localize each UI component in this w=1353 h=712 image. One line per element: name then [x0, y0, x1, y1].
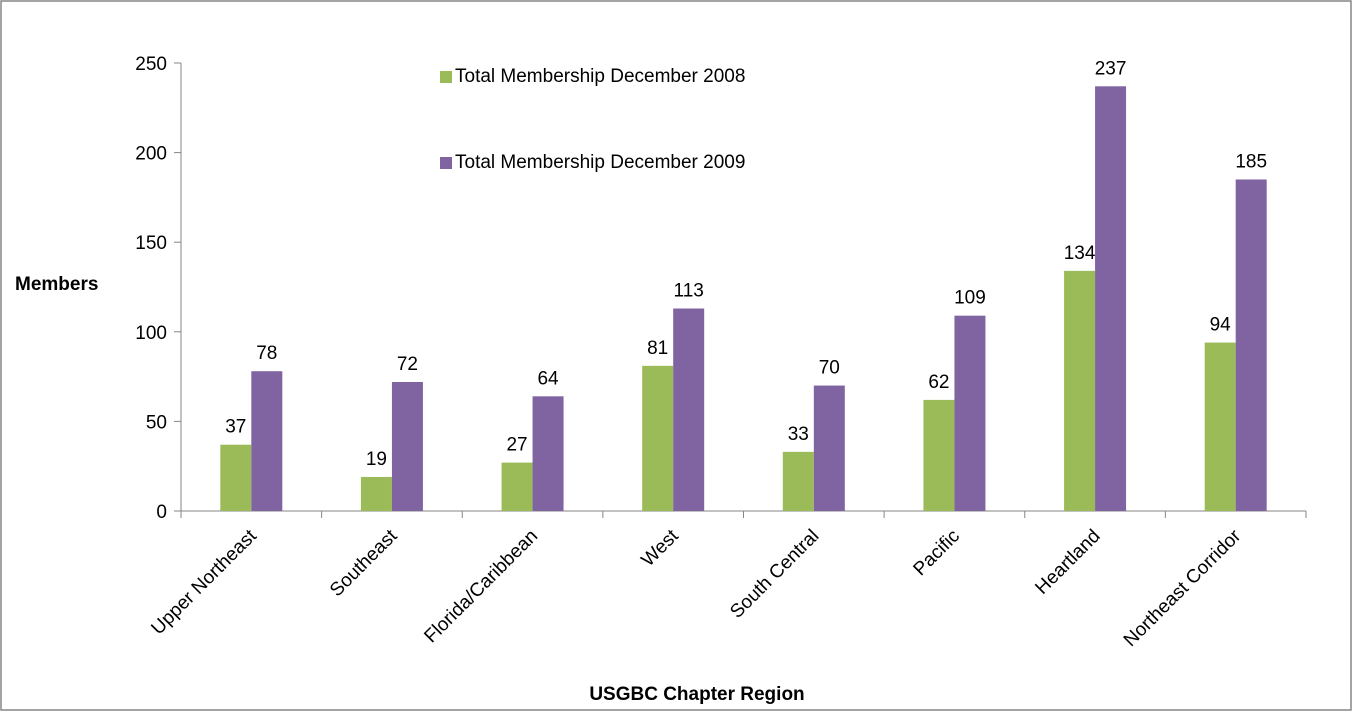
bar — [1235, 179, 1267, 512]
data-label: 64 — [537, 368, 559, 389]
bar — [360, 476, 392, 511]
bar — [813, 385, 845, 511]
bar — [251, 371, 283, 511]
y-tick-label: 100 — [135, 323, 167, 344]
legend-swatch — [440, 71, 452, 83]
bar — [1064, 270, 1096, 511]
x-axis-title: USGBC Chapter Region — [589, 684, 804, 705]
y-tick-label: 250 — [135, 54, 167, 75]
y-tick-label: 200 — [135, 144, 167, 165]
y-tick-label: 150 — [135, 233, 167, 254]
data-label: 27 — [506, 435, 527, 456]
y-tick-label: 50 — [146, 412, 167, 433]
data-label: 78 — [256, 343, 277, 364]
bar — [782, 451, 814, 511]
data-label: 113 — [674, 281, 704, 302]
data-label: 81 — [647, 338, 668, 359]
bar — [220, 444, 252, 511]
data-label: 37 — [225, 417, 246, 438]
data-label: 33 — [788, 424, 809, 445]
bar — [1095, 86, 1127, 512]
bar — [501, 462, 533, 511]
legend-label: Total Membership December 2008 — [455, 66, 746, 87]
bar — [954, 315, 986, 511]
y-axis-title: Members — [15, 274, 98, 295]
data-label: 19 — [366, 449, 387, 470]
y-tick-label: 0 — [156, 502, 167, 523]
legend-swatch — [440, 157, 452, 169]
data-label: 109 — [954, 288, 986, 309]
bar — [642, 365, 674, 511]
bar — [1204, 342, 1236, 511]
data-label: 72 — [397, 354, 418, 375]
data-label: 94 — [1210, 315, 1232, 336]
data-label: 62 — [928, 372, 949, 393]
bar — [391, 381, 423, 511]
data-label: 185 — [1235, 151, 1267, 172]
bar — [532, 396, 564, 511]
data-label: 70 — [819, 358, 840, 379]
bar — [673, 308, 705, 511]
data-label: 237 — [1095, 58, 1127, 79]
data-label: 134 — [1064, 243, 1096, 264]
legend-label: Total Membership December 2009 — [455, 152, 746, 173]
bar — [923, 399, 955, 511]
